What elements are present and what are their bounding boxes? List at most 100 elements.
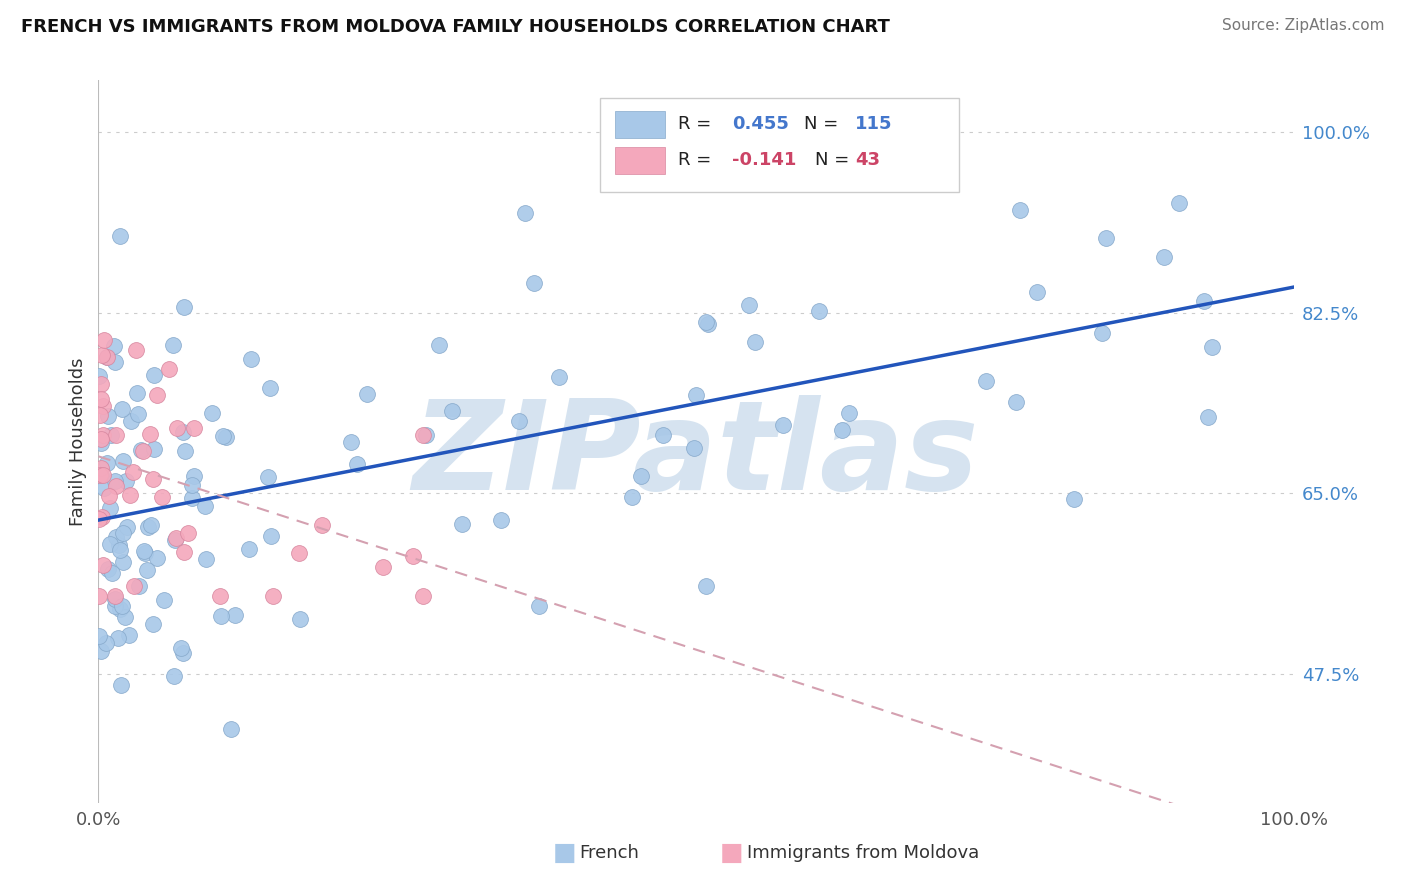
Point [1091,326,1114,341]
Point [103,339,125,353]
Point [111,526,134,541]
Point [166,421,188,435]
Point [412,428,434,442]
Point [415,427,437,442]
Point [105,478,128,492]
Point [744,335,766,350]
Point [1005,395,1028,409]
Point [256,469,278,483]
Point [221,723,243,737]
Point [152,593,174,607]
Point [1197,409,1219,424]
Point [108,602,131,616]
Point [259,381,281,395]
Point [110,543,132,558]
Point [93,333,115,347]
Point [371,559,394,574]
Point [173,444,195,458]
Point [100,428,122,442]
Point [132,543,155,558]
Point [104,355,127,369]
Point [139,518,162,533]
Point [104,531,127,545]
Point [111,599,134,613]
Point [89,590,111,604]
Point [118,487,141,501]
Point [683,441,706,455]
Text: ■: ■ [553,841,576,865]
Point [737,298,759,312]
Point [91,558,114,573]
Point [451,516,474,531]
Point [136,520,159,534]
Point [522,276,544,290]
Point [838,407,860,421]
Point [87,512,110,526]
Point [1025,285,1047,299]
Point [772,417,794,432]
Point [142,617,165,632]
Point [974,374,997,388]
Point [89,369,111,384]
Text: -0.141: -0.141 [733,152,796,169]
Point [170,641,193,656]
Point [697,317,720,331]
Point [356,387,378,401]
Text: 43: 43 [855,152,880,169]
Point [620,490,643,504]
Point [695,579,717,593]
Text: French: French [579,845,638,863]
Point [91,467,114,482]
Point [163,533,186,547]
Point [1095,231,1118,245]
Point [239,352,262,367]
Point [652,428,675,442]
Point [108,228,131,243]
Point [489,513,512,527]
Point [208,590,231,604]
Point [134,546,156,560]
Text: R =: R = [678,152,717,169]
Point [112,454,135,468]
Point [107,631,129,645]
Point [412,590,434,604]
Point [1008,203,1031,218]
Point [547,369,569,384]
Point [142,368,165,382]
Point [183,469,205,483]
Point [142,472,165,486]
Point [112,555,135,569]
Point [90,376,112,391]
Point [93,482,115,496]
Point [441,403,464,417]
Text: Immigrants from Moldova: Immigrants from Moldova [748,845,980,863]
FancyBboxPatch shape [600,98,959,193]
Point [98,489,121,503]
Point [94,636,117,650]
Point [165,531,187,545]
Point [262,590,284,604]
Point [101,566,124,581]
Point [132,444,155,458]
Point [90,435,112,450]
Point [157,361,180,376]
Point [177,526,200,541]
Point [224,607,246,622]
Point [173,300,195,314]
Point [97,409,120,423]
Point [260,529,283,543]
Text: N =: N = [804,115,844,133]
Point [183,420,205,434]
Point [1168,196,1191,211]
Point [194,551,217,566]
Point [115,474,138,488]
Point [90,644,112,658]
Point [110,677,132,691]
Point [142,442,165,456]
Point [104,599,127,613]
Point [129,443,152,458]
Point [115,520,138,534]
Point [90,348,112,362]
Point [90,432,112,446]
Point [194,499,217,513]
